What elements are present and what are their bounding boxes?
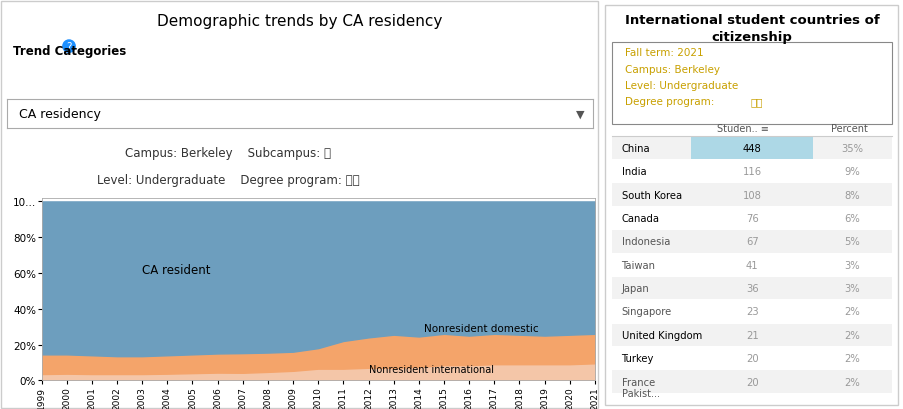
Text: South Korea: South Korea [621,190,681,200]
Text: ?: ? [66,42,71,52]
Text: Demographic trends by CA residency: Demographic trends by CA residency [157,14,442,29]
FancyBboxPatch shape [611,184,891,206]
Text: 23: 23 [745,307,758,317]
Text: 2%: 2% [843,377,860,387]
FancyBboxPatch shape [611,231,891,253]
Text: 8%: 8% [843,190,860,200]
Text: 67: 67 [745,237,758,247]
FancyBboxPatch shape [611,277,891,299]
Text: ▼: ▼ [575,110,583,119]
Text: 3%: 3% [843,283,860,293]
Text: Fall term: 2021: Fall term: 2021 [624,48,703,58]
Text: CA resident: CA resident [142,263,210,276]
Text: Level: Undergraduate: Level: Undergraduate [624,81,737,91]
Text: France: France [621,377,654,387]
Text: Studen.. ≡: Studen.. ≡ [716,124,768,134]
Text: Canada: Canada [621,213,659,223]
Text: 3%: 3% [843,260,860,270]
Text: Trend Categories: Trend Categories [14,45,126,58]
Text: Japan: Japan [621,283,648,293]
Text: Campus: Berkeley    Subcampus: 无: Campus: Berkeley Subcampus: 无 [125,147,330,160]
Text: Campus: Berkeley: Campus: Berkeley [624,65,719,74]
Text: 5%: 5% [843,237,860,247]
Text: 2%: 2% [843,307,860,317]
FancyBboxPatch shape [611,161,891,183]
Text: India: India [621,167,646,177]
Text: CA residency: CA residency [19,108,101,121]
Text: 全部: 全部 [750,97,762,106]
Text: Taiwan: Taiwan [621,260,655,270]
Text: United Kingdom: United Kingdom [621,330,701,340]
Text: 108: 108 [742,190,760,200]
Text: 116: 116 [741,167,761,177]
Text: 35%: 35% [841,144,862,153]
Text: International student countries of
citizenship: International student countries of citiz… [624,14,879,44]
Text: 448: 448 [742,144,760,153]
Text: 36: 36 [745,283,758,293]
FancyBboxPatch shape [611,371,891,393]
Text: 9%: 9% [843,167,860,177]
Text: Nonresident international: Nonresident international [368,364,493,374]
Text: Pakist...: Pakist... [621,388,659,398]
Text: Nonresident domestic: Nonresident domestic [424,324,538,333]
Text: Degree program:: Degree program: [624,97,716,106]
FancyBboxPatch shape [611,254,891,276]
Text: Indonesia: Indonesia [621,237,669,247]
Text: China: China [621,144,649,153]
Text: Level: Undergraduate    Degree program: 全部: Level: Undergraduate Degree program: 全部 [97,173,359,187]
Text: 76: 76 [745,213,758,223]
FancyBboxPatch shape [691,137,812,160]
Text: 21: 21 [745,330,758,340]
FancyBboxPatch shape [611,43,891,125]
Text: 20: 20 [745,353,758,363]
FancyBboxPatch shape [611,301,891,323]
Text: 6%: 6% [843,213,860,223]
Text: Percent: Percent [830,124,867,134]
Text: 41: 41 [745,260,758,270]
FancyBboxPatch shape [611,324,891,346]
Text: 2%: 2% [843,330,860,340]
FancyBboxPatch shape [611,347,891,369]
Text: Singapore: Singapore [621,307,671,317]
FancyBboxPatch shape [611,207,891,229]
FancyBboxPatch shape [611,137,891,160]
Text: 2%: 2% [843,353,860,363]
Text: 20: 20 [745,377,758,387]
Text: Turkey: Turkey [621,353,653,363]
